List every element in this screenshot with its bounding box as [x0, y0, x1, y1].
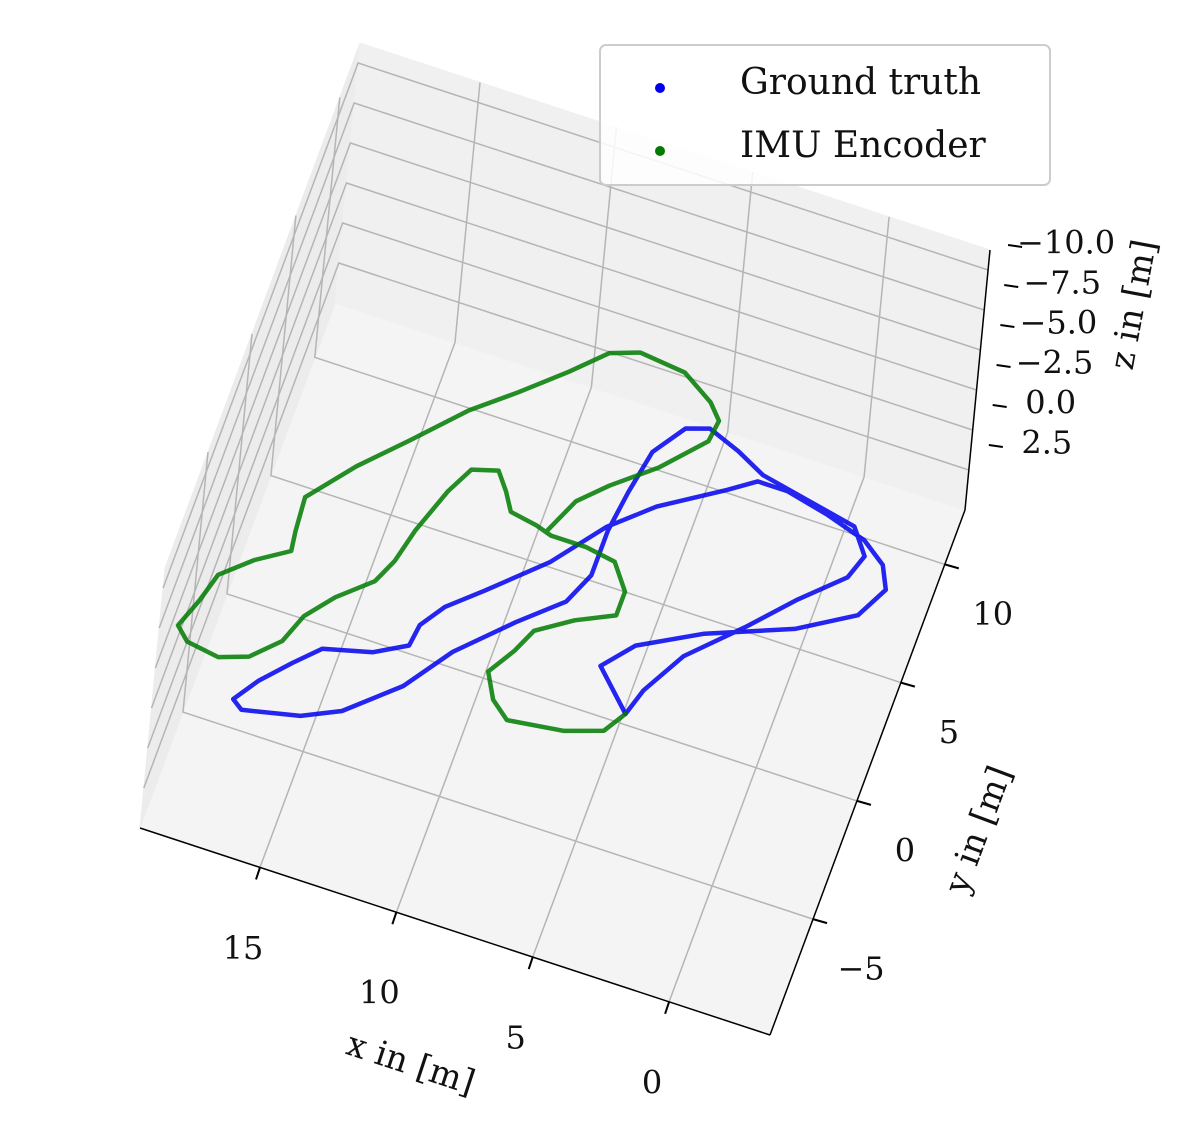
- z-tick-label: −10.0: [1017, 224, 1115, 262]
- grid-line: [668, 216, 890, 1003]
- grid-line: [313, 97, 946, 566]
- z-tick: [1007, 244, 1023, 248]
- grid-line: [150, 182, 977, 709]
- grid: [143, 62, 989, 1003]
- z-tick-label: −2.5: [1016, 344, 1094, 382]
- trajectory: [230, 426, 889, 719]
- grid-line: [531, 171, 754, 958]
- grid-line: [162, 62, 989, 589]
- lines: [175, 350, 889, 734]
- z-tick: [996, 364, 1011, 368]
- y-tick-label: 0: [895, 831, 915, 869]
- legend-marker: [655, 83, 665, 93]
- y-tick: [944, 563, 960, 570]
- y-tick: [856, 799, 872, 806]
- legend-label: IMU Encoder: [740, 125, 987, 166]
- grid-line: [226, 333, 858, 802]
- z-tick: [988, 444, 1003, 448]
- legend-label: Ground truth: [740, 62, 981, 103]
- z-tick-label: −5.0: [1020, 304, 1098, 342]
- z-axis-line: [964, 249, 991, 511]
- x-axis-label: x in [m]: [342, 1024, 480, 1103]
- legend: Ground truth IMU Encoder: [599, 44, 1051, 186]
- z-tick-label: −7.5: [1023, 264, 1101, 302]
- x-axis-line: [139, 827, 771, 1036]
- x-tick-label: 10: [359, 974, 400, 1012]
- grid-line: [154, 142, 981, 669]
- legend-marker: [655, 146, 665, 156]
- z-tick-label: 0.0: [1025, 384, 1076, 422]
- x-tick: [255, 867, 261, 880]
- z-tick-label: 2.5: [1021, 424, 1072, 462]
- grid-line: [158, 102, 985, 629]
- y-tick: [812, 918, 828, 925]
- y-tick-label: 10: [972, 595, 1013, 633]
- grid-line: [270, 215, 902, 684]
- legend-frame: [599, 44, 1051, 186]
- grid-line: [395, 127, 618, 913]
- trajectory: [175, 350, 722, 734]
- y-axis-line: [769, 509, 966, 1036]
- z-tick: [1000, 324, 1015, 328]
- z-tick: [1004, 284, 1019, 288]
- x-tick: [664, 1001, 671, 1015]
- x-tick: [527, 956, 534, 970]
- x-tick: [391, 911, 398, 925]
- x-tick-label: 0: [642, 1063, 662, 1101]
- grid-line: [146, 222, 973, 749]
- y-tick-label: −5: [837, 950, 884, 988]
- x-tick-label: 5: [506, 1019, 526, 1057]
- grid-line: [143, 262, 970, 789]
- grid-line: [259, 82, 481, 868]
- grid-line: [182, 452, 814, 920]
- z-tick: [992, 404, 1007, 408]
- y-axis-label: y in [m]: [936, 761, 1020, 900]
- y-tick: [900, 681, 916, 688]
- panes: [139, 42, 991, 1036]
- x-tick-label: 15: [223, 929, 264, 967]
- y-tick-label: 5: [939, 713, 959, 751]
